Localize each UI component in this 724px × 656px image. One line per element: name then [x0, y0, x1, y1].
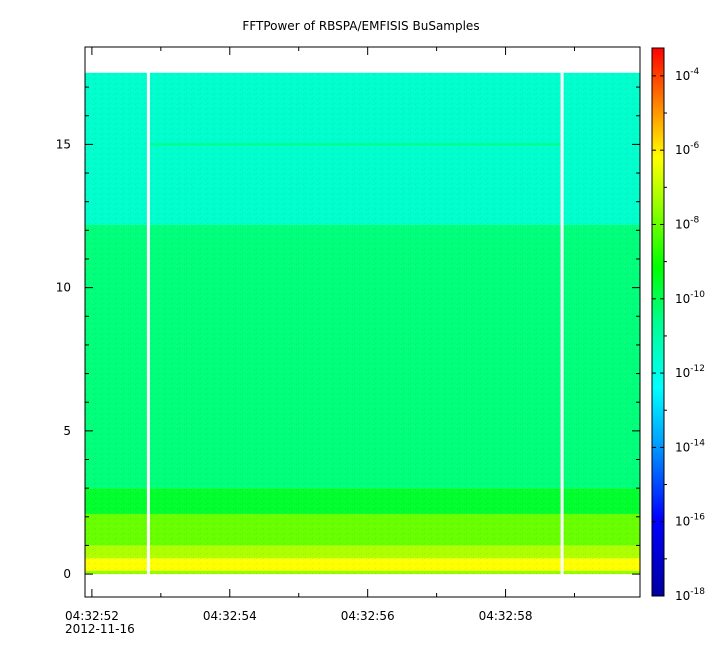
data-gap-1	[146, 72, 150, 575]
y-axis: 0 5 10 15	[56, 86, 640, 581]
colorbar-tick-label: 10-8	[675, 215, 700, 231]
colorbar-tick-label: 10-14	[675, 438, 705, 454]
x-axis: 04:32:52 04:32:54 04:32:56 04:32:58	[65, 47, 576, 623]
colorbar-tick-label: 10-6	[675, 141, 700, 157]
spectrogram-texture	[85, 72, 640, 575]
x-tick-label: 04:32:56	[341, 609, 395, 623]
x-tick-label: 04:32:52	[65, 609, 119, 623]
spectrogram-bands	[85, 72, 640, 575]
y-tick-label: 15	[56, 137, 71, 151]
colorbar-tick-label: 10-12	[675, 364, 705, 380]
colorbar-tick-label: 10-16	[675, 513, 705, 529]
plot-frame	[84, 46, 641, 598]
colorbar-tick-label: 10-4	[675, 67, 700, 83]
x-tick-label: 04:32:54	[203, 609, 257, 623]
data-gap-2	[560, 72, 564, 575]
colorbar	[651, 47, 665, 597]
colorbar-tick-label: 10-10	[675, 290, 705, 306]
colorbar-axis: 10-18 10-16 10-14 10-12 10-10 10-8 10-6 10-4	[652, 67, 705, 603]
x-date-label: 2012-11-16	[65, 622, 135, 636]
x-tick-label: 04:32:58	[479, 609, 533, 623]
y-tick-label: 10	[56, 281, 71, 295]
y-tick-label: 5	[63, 424, 71, 438]
chart-title: FFTPower of RBSPA/EMFISIS BuSamples	[242, 19, 479, 33]
data-gaps	[146, 72, 564, 575]
colorbar-tick-label: 10-18	[675, 587, 705, 603]
y-tick-label: 0	[63, 567, 71, 581]
